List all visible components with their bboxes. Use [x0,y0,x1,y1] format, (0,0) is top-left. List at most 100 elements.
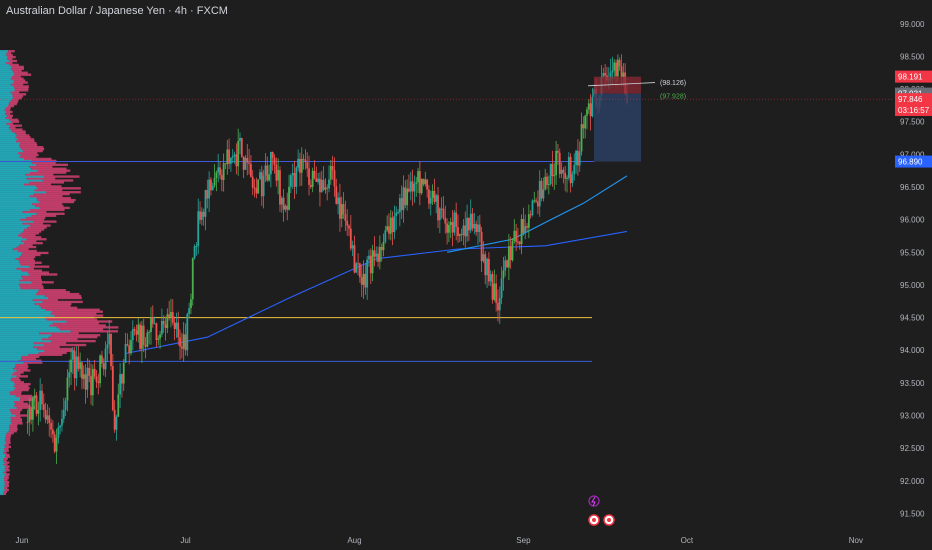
volume-bar-up [0,173,25,176]
volume-bar-down [31,167,67,170]
candle-up [157,338,160,341]
time-axis[interactable]: Jun Jul Aug Sep Oct Nov [16,536,863,545]
volume-bar-down [18,259,36,262]
candle-up [566,177,568,179]
candle-down [177,322,180,338]
volume-bar-down [46,191,81,194]
volume-bar-up [0,136,16,139]
economic-event-dot [607,518,611,522]
volume-bar-up [0,369,17,372]
volume-bar-down [10,379,21,382]
volume-bar-up [0,302,35,306]
volume-bar-down [20,398,35,402]
candle-up [477,224,479,233]
candle-down [440,208,443,210]
volume-bar-down [37,169,71,172]
date-tick-label: Jun [16,536,29,545]
candle-up [320,179,323,193]
volume-bar-up [0,292,36,296]
volume-bar-down [12,69,22,72]
volume-bar-up [0,451,4,454]
volume-bar-up [0,328,60,331]
candle-up [28,408,31,423]
candle-up [417,171,419,183]
volume-bar-up [0,59,10,63]
price-tick-label: 93.000 [900,412,925,421]
candle-down [219,167,221,176]
volume-bar-down [4,475,9,478]
volume-bar-up [0,50,9,53]
volume-bar-up [0,314,55,317]
candle-down [142,325,145,345]
volume-bar-up [0,349,45,353]
level-label-box [895,155,932,168]
volume-bar-up [0,426,10,429]
volume-bar-up [0,287,21,290]
candle-down [373,250,376,257]
volume-bar-down [48,296,82,300]
volume-bar-down [16,134,30,137]
volume-bar-down [9,424,18,427]
candle-up [170,312,172,318]
candle-up [449,221,452,226]
candle-up [208,179,211,199]
volume-bar-down [11,99,19,102]
volume-bar-down [22,277,42,280]
volume-bar-down [13,400,24,404]
candle-up [59,425,62,428]
horizontal-levels [0,161,594,362]
price-tick-label: 98.500 [900,52,925,61]
candle-up [233,154,236,157]
candle-up [329,166,332,180]
volume-bar-up [0,171,30,174]
volume-bar-up [0,371,15,374]
volume-bar-up [0,288,39,292]
candle-down [313,170,316,179]
event-markers[interactable] [588,495,615,526]
volume-bar-down [7,57,13,61]
candle-down [515,230,518,242]
candle-up [591,96,594,117]
candle-down [273,157,276,165]
position-tool[interactable]: (98.126) (97.928) [0,76,894,162]
volume-bar-up [0,345,34,349]
volume-bar-up [0,322,53,325]
candle-down [299,158,301,173]
candle-down [151,317,154,324]
price-label-current-box [895,93,932,106]
candle-down [522,219,525,233]
candle-down [369,255,372,274]
volume-bar-up [0,214,32,217]
volume-bar-up [0,318,47,321]
candle-down [360,277,363,285]
candle-down [113,409,116,430]
volume-bar-up [0,89,15,92]
candle-down [224,163,227,165]
candle-up [611,70,614,73]
candle-down [618,59,621,67]
price-tick-label: 99.000 [900,20,925,29]
candle-up [226,149,229,165]
candle-up [122,362,125,384]
volume-bar-up [0,104,9,108]
volume-bar-up [0,193,34,196]
price-axis[interactable]: 99.00098.50098.00097.50097.00096.50096.0… [895,20,932,519]
volume-bar-up [0,179,43,182]
volume-bar-up [0,126,10,129]
candle-down [173,322,176,330]
volume-bar-down [10,128,23,131]
volume-bar-up [0,95,13,98]
take-profit-zone [594,93,641,162]
volume-bar-down [39,206,70,210]
candle-up [386,226,389,231]
candle-down [540,180,543,199]
volume-bar-down [42,300,83,304]
volume-bar-down [15,414,28,417]
candle-up [613,62,616,71]
volume-bar-up [0,277,23,280]
candle-up [137,324,140,335]
candle-down [529,214,532,216]
candle-down [391,217,394,233]
volume-bar-down [20,287,44,290]
